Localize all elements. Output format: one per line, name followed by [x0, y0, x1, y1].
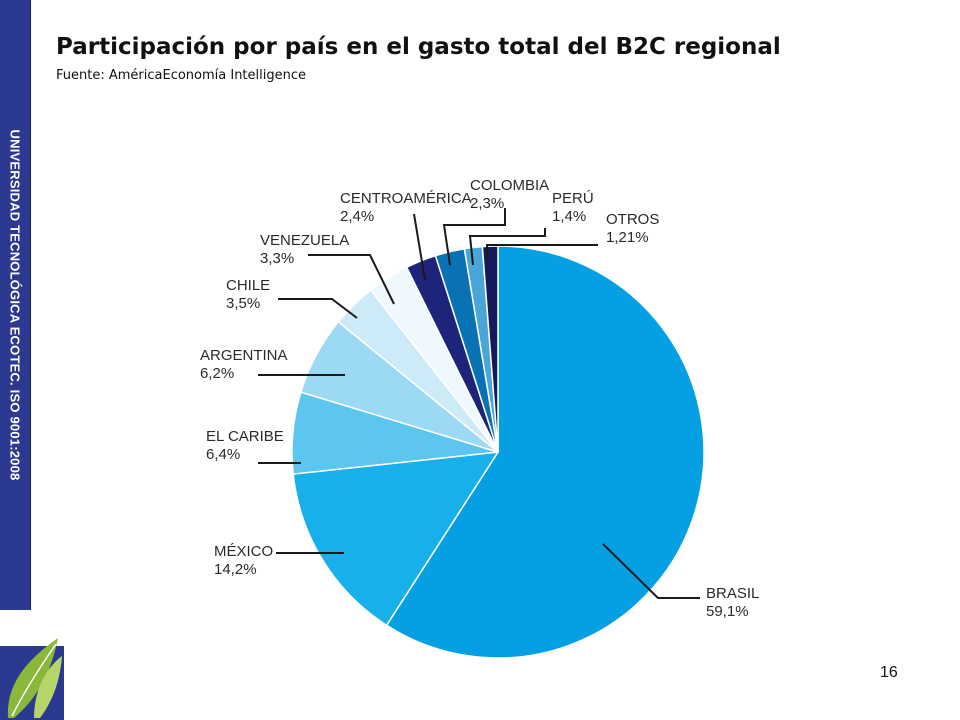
slice-value-label: 1,4% — [552, 208, 586, 225]
slice-name-label: MÉXICO — [214, 543, 273, 560]
page-title: Participación por país en el gasto total… — [56, 34, 781, 60]
logo-leaf-shape-small — [34, 656, 62, 718]
slice-name-label: CENTROAMÉRICA — [340, 190, 472, 207]
page-number: 16 — [880, 664, 898, 681]
pie-slice-m-xico — [292, 451, 500, 627]
pie-slices — [291, 245, 705, 659]
page-subtitle: Fuente: AméricaEconomía Intelligence — [56, 68, 306, 83]
pie-slice-brasil — [385, 245, 705, 659]
slice-value-label: 3,5% — [226, 295, 260, 312]
slice-name-label: CHILE — [226, 277, 270, 294]
leader-line-7 — [442, 208, 506, 266]
slice-value-label: 6,2% — [200, 365, 234, 382]
logo-leaf-vein — [11, 643, 57, 717]
slice-name-label: OTROS — [606, 211, 659, 228]
university-logo — [0, 638, 64, 720]
slice-value-label: 3,3% — [260, 250, 294, 267]
leader-line-5 — [308, 254, 395, 305]
slice-name-label: PERÚ — [552, 190, 594, 207]
leader-lines — [258, 208, 700, 599]
slice-value-label: 2,3% — [470, 195, 504, 212]
slice-name-label: EL CARIBE — [206, 428, 284, 445]
leader-line-0 — [602, 543, 700, 599]
slice-name-label: COLOMBIA — [470, 177, 549, 194]
leader-line-9 — [486, 244, 598, 260]
side-banner: UNIVERSIDAD TECNOLÓGICA ECOTEC. ISO 9001… — [0, 0, 31, 610]
slice-name-label: VENEZUELA — [260, 232, 349, 249]
leader-line-6 — [413, 213, 426, 281]
slice-value-label: 14,2% — [214, 561, 257, 578]
slice-value-label: 59,1% — [706, 603, 749, 620]
leader-line-8 — [468, 228, 546, 266]
slice-value-label: 6,4% — [206, 446, 240, 463]
slice-name-label: ARGENTINA — [200, 347, 288, 364]
slice-value-label: 1,21% — [606, 229, 649, 246]
leader-line-4 — [278, 298, 358, 319]
slice-value-label: 2,4% — [340, 208, 374, 225]
slice-name-label: BRASIL — [706, 585, 759, 602]
